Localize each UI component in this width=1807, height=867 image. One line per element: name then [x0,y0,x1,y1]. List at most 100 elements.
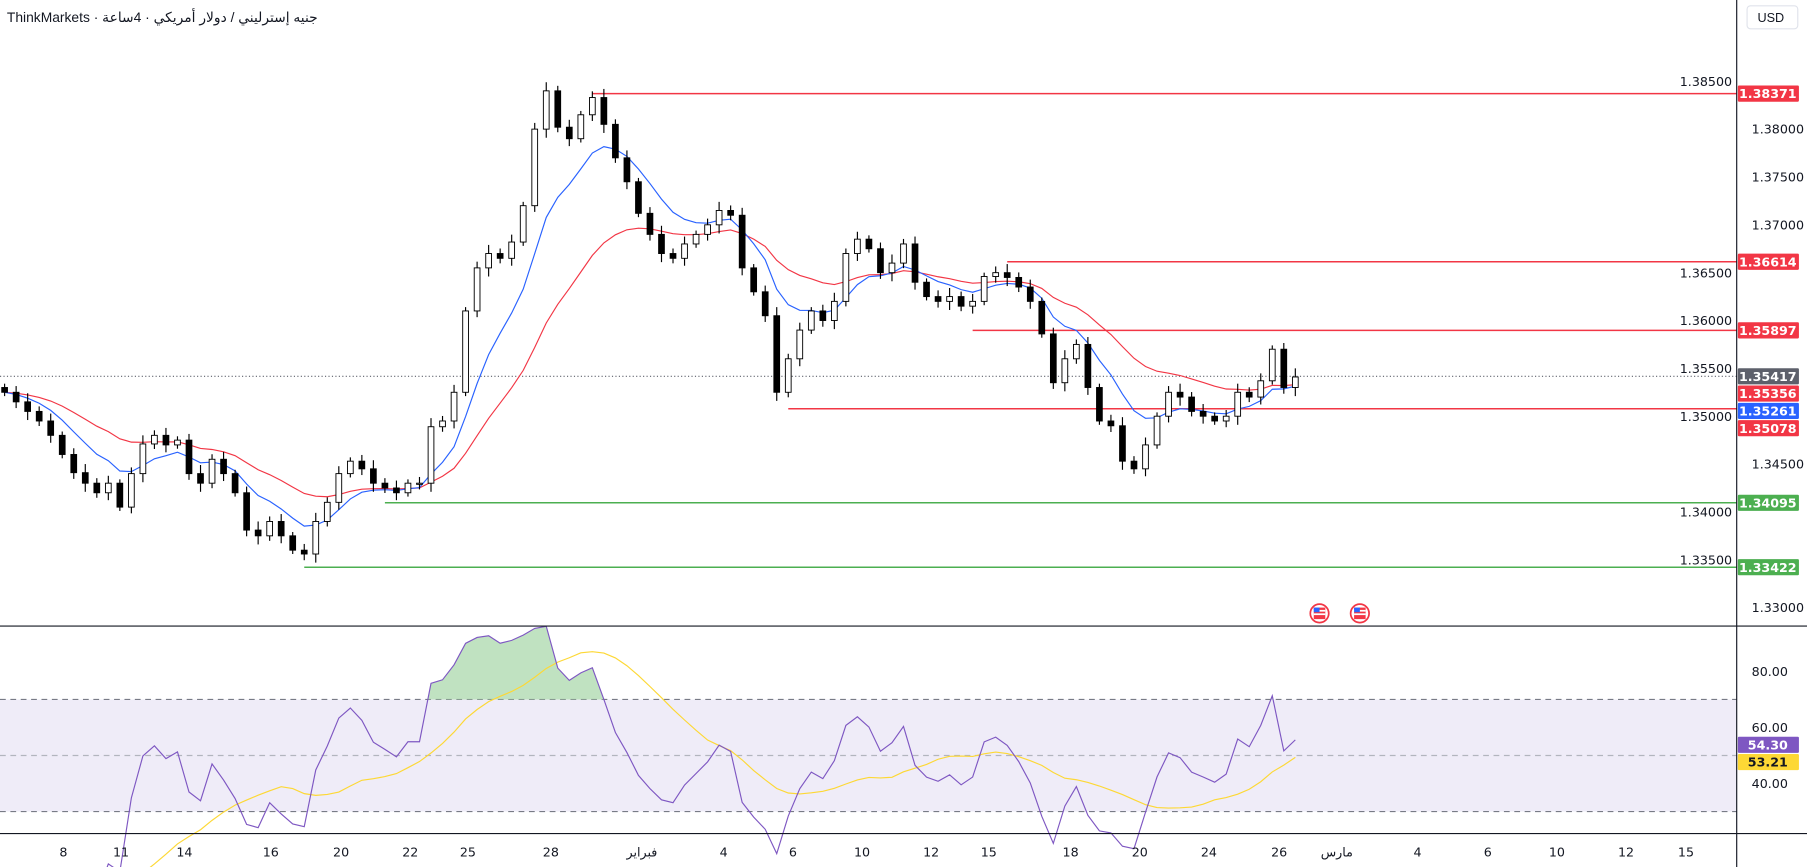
candle [1142,437,1149,477]
candle [923,278,930,301]
candle-body [600,97,608,125]
ema-fast-tag-bg [1737,402,1799,419]
candle-body [58,434,66,455]
candle-body [93,482,101,494]
candle-body [185,439,193,475]
us-flag-icon[interactable] [1349,603,1370,624]
candle-body [773,315,781,393]
level-price-tag-bg [1737,253,1799,270]
candle [243,486,250,537]
candle [450,384,458,429]
time-tick-label: 14 [176,845,192,860]
candle-body [116,482,124,508]
candle-body [623,157,631,183]
candle-body [1211,415,1218,422]
candle [715,201,723,234]
candle [231,469,239,497]
candle-body [404,482,412,494]
candle [416,476,423,490]
candle-body [24,401,32,412]
candle-body [969,300,976,307]
candle-body [162,434,170,446]
candle-body [957,296,965,307]
candle-body [243,492,250,531]
candle [58,431,66,459]
candle [807,307,815,334]
candle-body [393,487,400,494]
us-flag-icon[interactable] [1309,603,1330,624]
candle-body [1003,272,1011,278]
candle [381,478,389,493]
candle-body [312,521,320,555]
candle [220,451,227,482]
time-tick-label: 10 [854,845,870,860]
candle-body [485,253,492,269]
candle [439,415,446,432]
candle-body [750,267,758,293]
candle [612,119,619,163]
candle [692,230,700,248]
candle-body [1165,391,1172,417]
candle [1165,386,1172,423]
candle [12,386,20,409]
candle [346,457,354,478]
candle [946,287,953,310]
candle-body [1291,376,1299,388]
time-tick-label: فبراير [625,845,657,861]
candle [81,464,89,492]
price-tick-label: 1.33500 [1680,552,1732,567]
candle-body [473,267,481,312]
candle-body [300,549,308,555]
last-price-tag: 1.35417 [1739,369,1797,384]
event-markers[interactable] [1309,603,1370,624]
candle [1038,297,1046,338]
candle-body [1245,391,1253,398]
candle [1176,383,1184,406]
time-tick-label: 4 [720,845,728,860]
candle-body [1015,276,1023,288]
price-tick-label: 1.35500 [1680,361,1732,376]
currency-button[interactable]: USD [1746,5,1799,30]
time-tick-label: 25 [460,845,476,860]
time-tick-label: 12 [923,845,939,860]
candle [854,231,861,261]
candle-body [980,276,988,302]
candle [162,427,170,453]
candle [174,436,181,449]
candle-body [508,241,516,259]
candle-body [1073,343,1080,360]
price-tick-label: 1.38000 [1752,122,1804,137]
candle [600,88,608,133]
candle [1199,404,1207,424]
candles [1,82,1299,563]
candle-body [612,123,619,159]
currency-label: USD [1757,11,1784,25]
price-tick-label: 1.36500 [1680,265,1732,280]
candle-body [1188,396,1195,412]
candle-body [1153,415,1161,446]
candle-body [496,253,504,259]
candle-body [1130,460,1138,470]
level-price-tag-bg [1737,322,1799,339]
candle [957,291,965,312]
candle-body [635,181,642,214]
time-tick-label: 20 [1132,845,1148,860]
price-tags: 1.38371 1.36614 1.35897 1.35417 1.35356 1.352… [1737,85,1799,771]
candle [1222,409,1230,428]
candle [750,264,758,296]
time-axis[interactable]: 8 11 14 16 20 22 25 28 فبراير 4 6 10 12 15 18 20 24 26 مار… [59,845,1694,861]
price-axis[interactable]: 1.33000 1.33500 1.34000 1.34500 1.35000 1.355… [1680,74,1804,791]
candle-body [128,473,135,508]
candle [1130,456,1138,474]
price-tick-label: 1.34000 [1680,505,1732,520]
candle-body [208,458,216,484]
candle [289,531,297,555]
rsi-line [106,625,1296,867]
candle [35,406,43,427]
candle [485,244,492,277]
level-price-tag: 1.35078 [1739,421,1797,436]
rsi-band [0,698,1737,813]
candle-body [911,243,919,283]
flag-stripe [1354,613,1366,616]
